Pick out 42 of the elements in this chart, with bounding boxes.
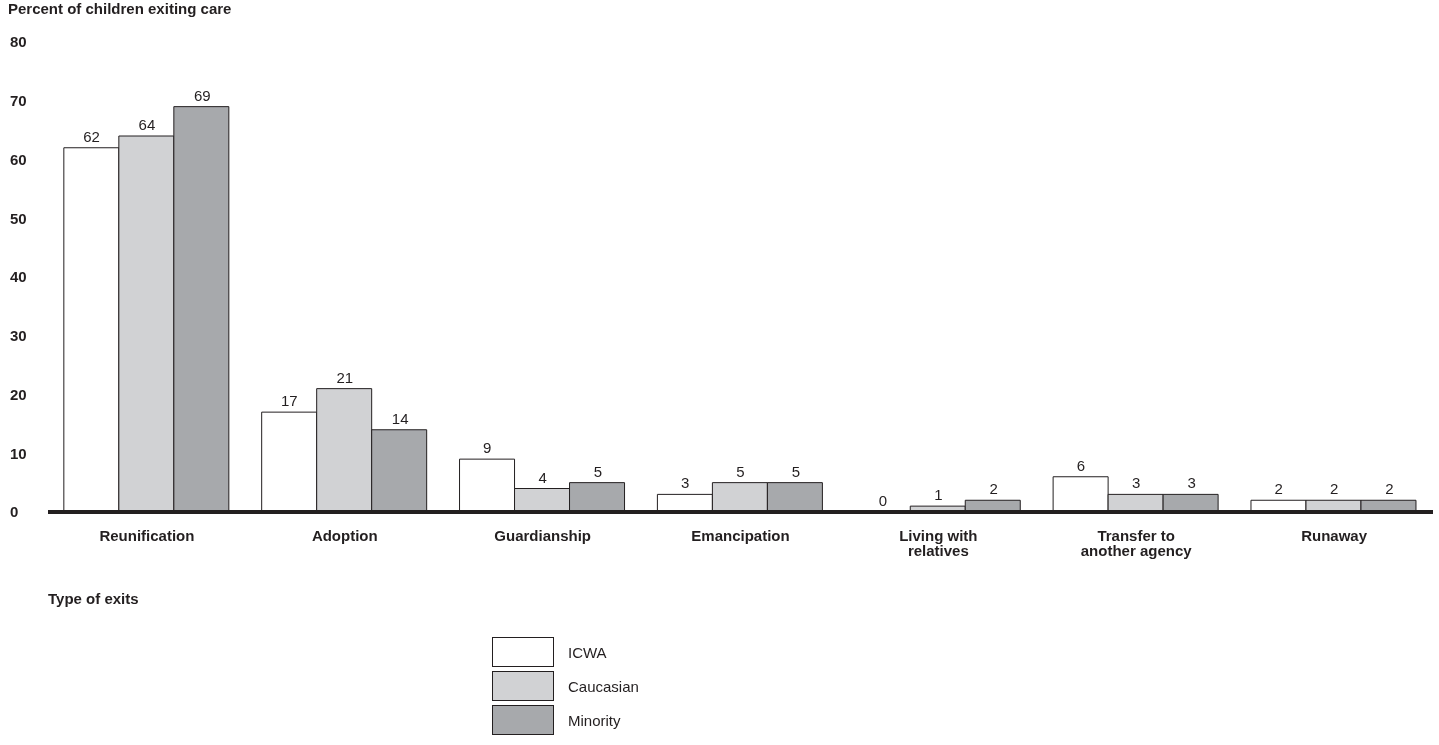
data-label: 6: [1076, 456, 1085, 474]
data-label: 62: [83, 127, 100, 145]
data-label: 2: [1329, 480, 1339, 498]
y-tick-label: 10: [10, 444, 27, 462]
x-tick-label: Runaway: [1301, 526, 1368, 544]
data-label: 21: [336, 368, 354, 386]
data-label: 3: [1132, 474, 1141, 492]
x-tick-label: Emancipation: [691, 526, 790, 544]
legend-label: Caucasian: [568, 677, 639, 695]
data-label: 2: [1385, 480, 1394, 498]
y-tick-label: 40: [10, 268, 27, 286]
data-label: 2: [989, 480, 998, 498]
data-label: 5: [593, 462, 603, 480]
x-tick-label: Living with relatives: [899, 526, 978, 559]
x-tick-label: Reunification: [99, 526, 195, 544]
y-tick-label: 80: [10, 33, 27, 51]
y-tick-label: 0: [10, 503, 19, 521]
data-label: 17: [281, 392, 298, 410]
data-label: 14: [391, 409, 409, 427]
data-label: 69: [193, 86, 211, 104]
y-tick-label: 30: [10, 327, 27, 345]
legend-label: Minority: [568, 711, 621, 729]
legend-label: ICWA: [568, 643, 607, 661]
data-label: 4: [538, 468, 547, 486]
x-tick-label: Guardianship: [494, 526, 591, 544]
x-axis-title: Type of exits: [48, 590, 140, 607]
x-tick-label: Adoption: [311, 526, 378, 544]
x-tick-label: Transfer to another agency: [1080, 526, 1193, 559]
data-label: 0: [878, 492, 888, 509]
data-label: 3: [680, 474, 690, 492]
y-tick-label: 70: [10, 92, 27, 110]
y-tick-label: 20: [10, 385, 27, 403]
data-label: 64: [138, 116, 156, 133]
y-tick-label: 60: [10, 150, 27, 168]
data-label: 2: [1274, 480, 1283, 498]
data-label: 3: [1187, 474, 1196, 492]
y-tick-label: 50: [10, 209, 27, 227]
data-label: 5: [791, 462, 801, 480]
data-label: 9: [483, 439, 492, 457]
data-label: 5: [736, 462, 745, 480]
data-label: 1: [934, 486, 943, 504]
y-axis-title: Percent of children exiting care: [8, 0, 233, 19]
